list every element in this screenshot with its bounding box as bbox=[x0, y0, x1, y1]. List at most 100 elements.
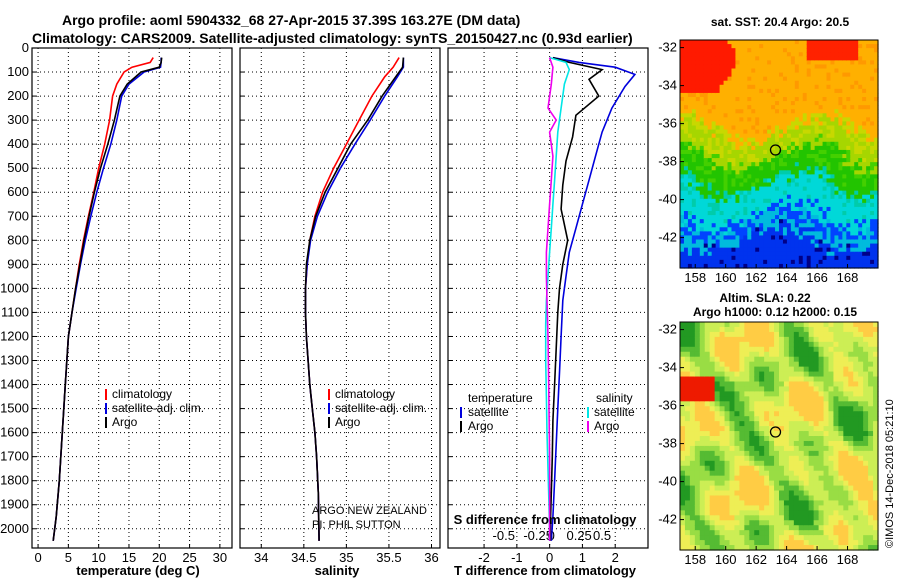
s-tick-label: -0.5 bbox=[493, 528, 515, 543]
series-line-argo bbox=[549, 56, 604, 541]
x-tick-label: 30 bbox=[213, 550, 227, 565]
series-line-argo_salinity bbox=[545, 57, 558, 541]
legend-label: Argo bbox=[594, 419, 620, 433]
y-tick-label: 1000 bbox=[0, 280, 29, 295]
legend-label: climatology bbox=[335, 387, 395, 401]
y-tick-label: 600 bbox=[7, 184, 29, 199]
lat-tick-label: -34 bbox=[658, 78, 677, 93]
t-difference-axis-label: T difference from climatology bbox=[454, 563, 637, 578]
legend-label: satellite bbox=[468, 405, 509, 419]
x-tick-label: 36 bbox=[424, 550, 438, 565]
lon-tick-label: 166 bbox=[806, 270, 828, 285]
y-tick-label: 700 bbox=[7, 208, 29, 223]
s-tick-label: 0.25 bbox=[566, 528, 591, 543]
y-tick-label: 1800 bbox=[0, 473, 29, 488]
temperature-panel: 0 5 10 15 20 25 300100200300400500600700800900… bbox=[0, 40, 233, 565]
s-tick-label: -0.25 bbox=[523, 528, 553, 543]
y-tick-label: 1500 bbox=[0, 401, 29, 416]
legend-label: climatology bbox=[112, 387, 172, 401]
lat-tick-label: -34 bbox=[658, 360, 677, 375]
sla-map-frame bbox=[679, 321, 879, 551]
x-tick-label: 25 bbox=[182, 550, 196, 565]
y-tick-label: 1600 bbox=[0, 425, 29, 440]
x-tick-label: -2 bbox=[478, 550, 490, 565]
sla-map-panel: 158 160 162 164 166 168 -32 -34 -36 -38 -40 -42 bbox=[658, 321, 879, 567]
y-tick-label: 400 bbox=[7, 136, 29, 151]
lat-tick-label: -40 bbox=[658, 192, 677, 207]
legend-label: Argo bbox=[335, 415, 361, 429]
y-tick-label: 900 bbox=[7, 256, 29, 271]
s-difference-axis-label: S difference from climatology bbox=[454, 512, 638, 527]
lat-tick-label: -32 bbox=[658, 40, 677, 55]
lat-tick-label: -38 bbox=[658, 436, 677, 451]
salinity-frame bbox=[239, 47, 441, 549]
lon-tick-label: 162 bbox=[745, 270, 767, 285]
lat-tick-label: -32 bbox=[658, 322, 677, 337]
y-tick-label: 500 bbox=[7, 160, 29, 175]
y-tick-label: 1300 bbox=[0, 353, 29, 368]
x-tick-label: 0 bbox=[34, 550, 41, 565]
x-tick-label: 34 bbox=[254, 550, 268, 565]
salinity-grid bbox=[240, 47, 440, 548]
x-tick-label: 35 bbox=[339, 550, 353, 565]
lon-tick-label: 168 bbox=[837, 270, 859, 285]
lon-tick-label: 160 bbox=[715, 270, 737, 285]
x-tick-label: -1 bbox=[511, 550, 523, 565]
series-line-climatology bbox=[304, 57, 400, 541]
sst-map-panel: 158 160 162 164 166 168 -32 -34 -36 -38 -40 -42 bbox=[658, 39, 879, 285]
y-tick-label: 0 bbox=[22, 40, 29, 55]
lat-tick-label: -42 bbox=[658, 230, 677, 245]
y-tick-label: 1200 bbox=[0, 328, 29, 343]
temperature-grid bbox=[32, 47, 232, 548]
temperature-axis-label: temperature (deg C) bbox=[76, 563, 200, 578]
lon-tick-label: 160 bbox=[715, 552, 737, 567]
lon-tick-label: 162 bbox=[745, 552, 767, 567]
lon-tick-label: 164 bbox=[776, 552, 798, 567]
sla-map-float-marker bbox=[769, 426, 782, 438]
y-tick-label: 1700 bbox=[0, 449, 29, 464]
x-tick-label: 5 bbox=[65, 550, 72, 565]
legend-label: Argo bbox=[112, 415, 138, 429]
x-tick-label: 34.5 bbox=[291, 550, 316, 565]
salinity-axis-label: salinity bbox=[315, 563, 361, 578]
legend-label: satellite-adj. clim. bbox=[335, 401, 427, 415]
program-annotation: ARGO NEW ZEALAND bbox=[312, 505, 427, 517]
lat-tick-label: -36 bbox=[658, 116, 677, 131]
y-tick-label: 200 bbox=[7, 88, 29, 103]
s-tick-label: 0.5 bbox=[593, 528, 611, 543]
legend-label: Argo bbox=[468, 419, 494, 433]
lon-tick-label: 164 bbox=[776, 270, 798, 285]
temperature-frame bbox=[31, 47, 233, 549]
x-tick-label: 0 bbox=[546, 550, 553, 565]
sla-map-cells bbox=[680, 322, 879, 551]
series-line-argo bbox=[52, 57, 163, 541]
lat-tick-label: -38 bbox=[658, 154, 677, 169]
imos-credit: ©IMOS 14-Dec-2018 05:21:10 bbox=[884, 399, 896, 548]
sst-map-title: sat. SST: 20.4 Argo: 20.5 bbox=[711, 15, 850, 29]
salinity-panel: 34 34.5 35 35.5 36 climatologysatellite-adj. … bbox=[239, 47, 441, 565]
lon-tick-label: 168 bbox=[837, 552, 859, 567]
legend-label: satellite bbox=[594, 405, 635, 419]
y-tick-label: 2000 bbox=[0, 521, 29, 536]
series-line-satellite bbox=[550, 56, 637, 541]
y-tick-label: 1100 bbox=[1, 304, 29, 319]
legend-label: satellite-adj. clim. bbox=[112, 401, 204, 415]
sla-map-title-1: Altim. SLA: 0.22 bbox=[719, 291, 811, 305]
y-tick-label: 1400 bbox=[0, 377, 29, 392]
y-tick-label: 1900 bbox=[0, 497, 29, 512]
lon-tick-label: 166 bbox=[806, 552, 828, 567]
x-tick-label: 2 bbox=[612, 550, 619, 565]
lat-tick-label: -36 bbox=[658, 398, 677, 413]
sst-map-float-marker bbox=[769, 144, 782, 156]
x-tick-label: 1 bbox=[579, 550, 586, 565]
sla-map-title-2: Argo h1000: 0.12 h2000: 0.15 bbox=[693, 305, 857, 319]
lon-tick-label: 158 bbox=[684, 270, 706, 285]
title-line-1: Argo profile: aoml 5904332_68 27-Apr-201… bbox=[62, 12, 520, 28]
pi-annotation: PI: PHIL SUTTON bbox=[312, 519, 401, 531]
sst-map-cells bbox=[680, 40, 879, 269]
y-tick-label: 300 bbox=[7, 112, 29, 127]
difference-frame bbox=[447, 47, 649, 549]
y-tick-label: 800 bbox=[7, 232, 29, 247]
